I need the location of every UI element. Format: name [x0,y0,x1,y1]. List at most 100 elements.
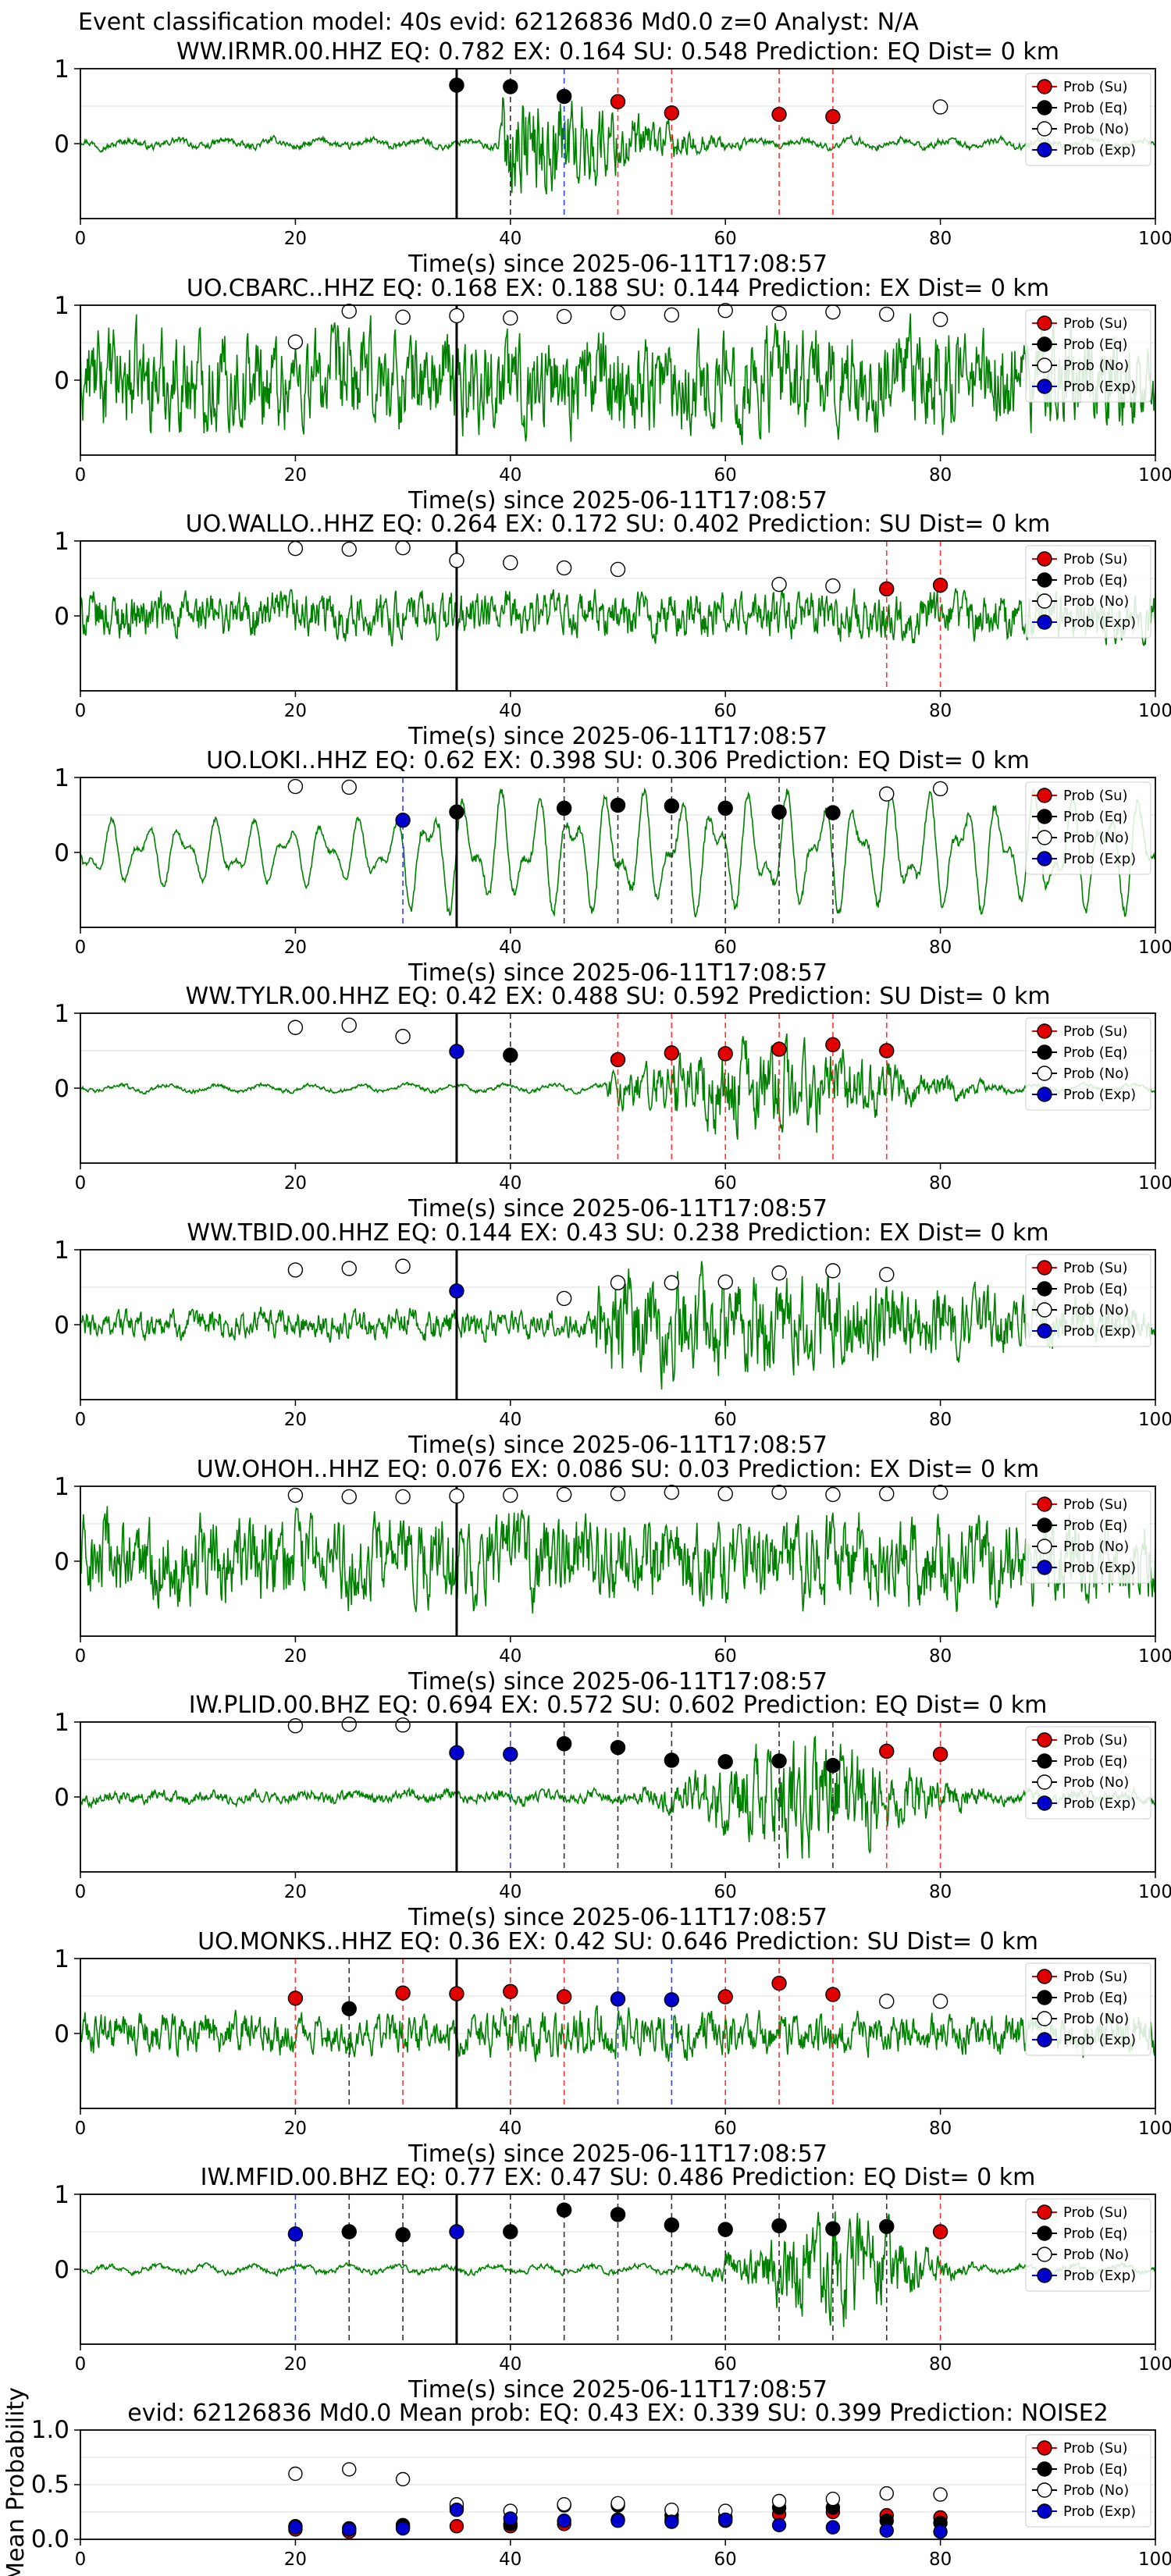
x-tick-label: 80 [929,1173,952,1194]
subplot: IW.PLID.00.BHZ EQ: 0.694 EX: 0.572 SU: 0… [54,1692,1171,1931]
legend-label: Prob (Exp) [1063,851,1136,867]
y-tick-label: 0 [54,1548,69,1576]
y-tick-label: 0.5 [31,2471,69,2499]
x-tick-label: 100 [1138,2119,1171,2139]
x-tick-label: 60 [714,2354,737,2375]
figure-title: Event classification model: 40s evid: 62… [78,9,919,36]
mean-probability-point [342,2522,357,2537]
legend: Prob (Su) Prob (Eq) Prob (No) Prob (Exp) [1025,73,1151,166]
x-tick-label: 20 [284,938,307,958]
x-tick-label: 60 [714,1882,737,1902]
probability-point [395,1489,411,1505]
x-tick-label: 80 [929,229,952,249]
legend-label: Prob (Eq) [1063,1753,1128,1770]
probability-point [287,1718,304,1734]
subplot-title: IW.PLID.00.BHZ EQ: 0.694 EX: 0.572 SU: 0… [189,1692,1048,1719]
y-tick-label: 1 [54,1709,69,1737]
mean-probability-point [771,2517,787,2533]
legend-label: Prob (Exp) [1063,1087,1136,1103]
subplot-title: WW.TBID.00.HHZ EQ: 0.144 EX: 0.43 SU: 0.… [187,1219,1048,1247]
legend-marker [1037,2461,1052,2477]
waveform-trace [80,1261,1156,1389]
probability-point [825,1263,841,1279]
probability-point [932,2224,949,2240]
subplot: UO.WALLO..HHZ EQ: 0.264 EX: 0.172 SU: 0.… [54,511,1171,750]
mean-probability-point [557,2513,571,2528]
mean-probability-point [933,2524,948,2539]
probability-point [395,1258,411,1274]
probability-point [932,577,949,593]
x-tick-label: 40 [499,2119,521,2139]
probability-point [771,106,787,123]
probability-point [825,2221,841,2236]
probability-point [449,308,464,324]
legend-marker [1037,2482,1052,2498]
subplot-title: IW.MFID.00.BHZ EQ: 0.77 EX: 0.47 SU: 0.4… [201,2164,1036,2191]
legend-marker [1037,1044,1052,1060]
x-tick-label: 20 [284,1646,307,1667]
legend-marker [1037,121,1052,137]
x-tick-label: 60 [714,465,737,486]
probability-point [771,1041,787,1057]
waveform-trace [80,1033,1156,1140]
legend-marker [1037,809,1052,824]
probability-point [717,1485,733,1502]
probability-point [717,1274,733,1290]
x-tick-label: 0 [75,1646,87,1667]
x-tick-label: 0 [75,229,87,249]
legend-label: Prob (Eq) [1063,1044,1128,1061]
probability-point [610,561,626,578]
subplot-title: UO.MONKS..HHZ EQ: 0.36 EX: 0.42 SU: 0.64… [198,1928,1038,1955]
y-tick-label: 0 [54,839,69,867]
legend-label: Prob (Eq) [1063,1517,1128,1534]
probability-point [717,1989,733,2005]
probability-point [610,1991,626,2007]
probability-point [503,310,518,326]
x-tick-label: 100 [1138,2354,1171,2375]
probability-point [503,1746,518,1762]
legend-marker [1037,2247,1052,2262]
probability-point [825,1486,841,1503]
legend-label: Prob (No) [1063,1539,1129,1555]
y-tick-label: 1 [54,1945,69,1973]
legend-marker [1037,1560,1052,1575]
legend-label: Prob (No) [1063,121,1129,137]
x-tick-label: 80 [929,465,952,486]
legend: Prob (Su) Prob (Eq) Prob (No) Prob (Exp) [1025,1254,1151,1347]
mean-probability-subplot: evid: 62126836 Md0.0 Mean prob: EQ: 0.43… [2,2387,1171,2576]
legend-marker [1037,572,1052,588]
x-tick-label: 100 [1138,701,1171,721]
legend-label: Prob (Eq) [1063,100,1128,116]
legend-marker [1037,358,1052,373]
legend-label: Prob (Su) [1063,2440,1128,2457]
legend-marker [1037,1302,1052,1318]
probability-point [395,1029,411,1044]
legend-marker [1037,614,1052,630]
subplot-title: UO.LOKI..HHZ EQ: 0.62 EX: 0.398 SU: 0.30… [206,747,1030,774]
legend-label: Prob (Eq) [1063,2461,1128,2478]
y-tick-label: 1 [54,55,69,84]
probability-point [503,1984,518,1999]
y-tick-label: 0 [54,1784,69,1812]
subplot-title: evid: 62126836 Md0.0 Mean prob: EQ: 0.43… [127,2400,1109,2427]
x-tick-label: 80 [929,2549,952,2570]
x-tick-label: 60 [714,1173,737,1194]
y-tick-label: 0 [54,1311,69,1340]
subplot-title: UO.CBARC..HHZ EQ: 0.168 EX: 0.188 SU: 0.… [187,275,1049,302]
probability-point [556,1989,572,2005]
legend: Prob (Su) Prob (Eq) Prob (No) Prob (Exp) [1025,1490,1151,1584]
legend-marker [1037,379,1052,394]
y-tick-label: 1 [54,528,69,556]
subplot-title: UO.WALLO..HHZ EQ: 0.264 EX: 0.172 SU: 0.… [186,511,1051,538]
probability-point [449,1986,464,2001]
probability-point [932,1994,949,2009]
legend-marker [1037,2226,1052,2241]
x-tick-label: 0 [75,1410,87,1430]
legend-marker [1037,1517,1052,1533]
probability-point [879,1266,895,1283]
probability-point [825,109,841,125]
probability-point [771,305,787,322]
legend-label: Prob (Exp) [1063,142,1136,158]
probability-point [825,304,841,320]
legend-marker [1037,2204,1052,2220]
